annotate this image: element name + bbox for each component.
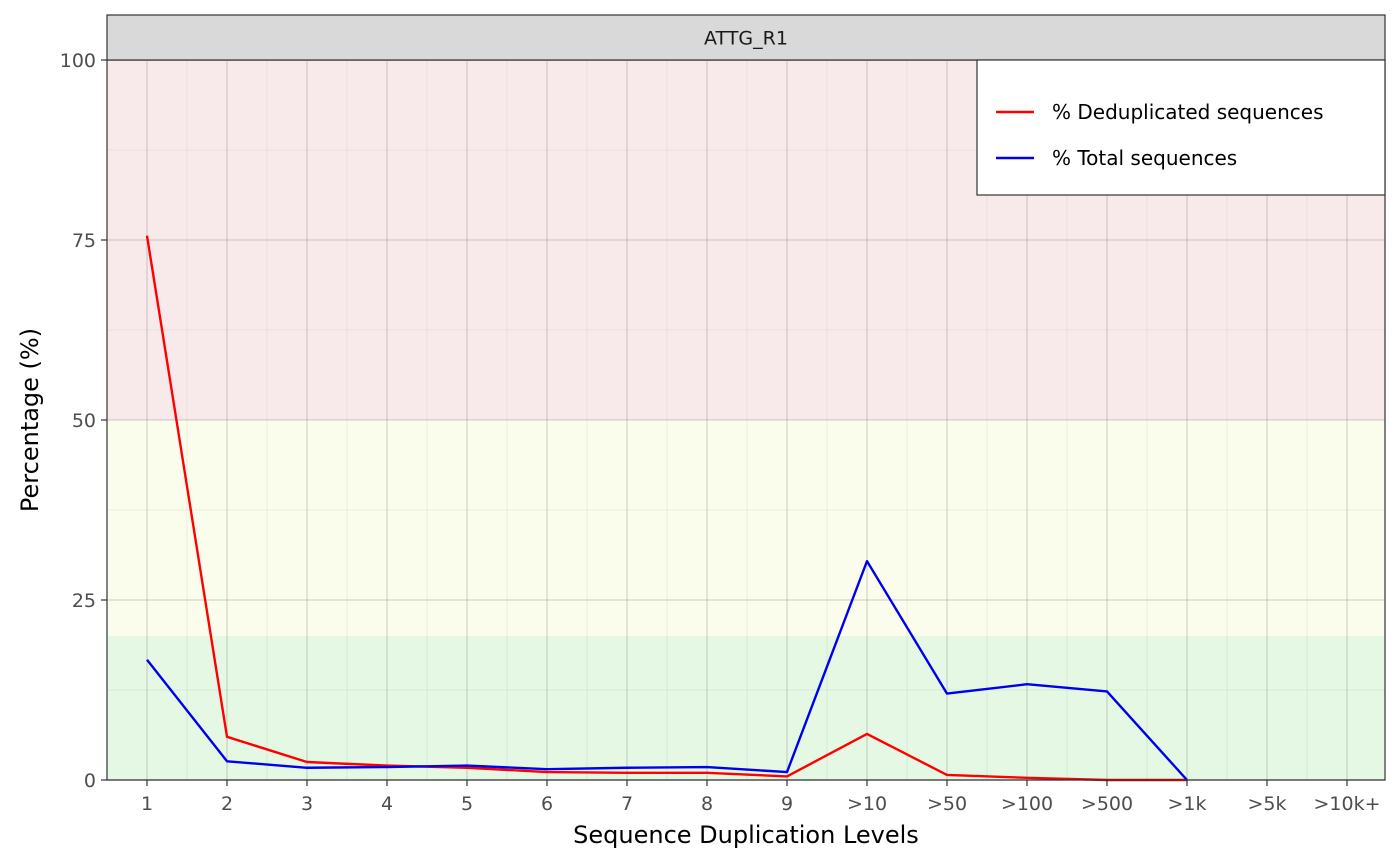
x-axis-title: Sequence Duplication Levels <box>573 821 919 849</box>
x-tick-label: 3 <box>301 793 313 815</box>
x-tick-label: >10k+ <box>1313 793 1380 815</box>
y-tick-label: 50 <box>72 410 96 432</box>
y-tick-label: 100 <box>60 50 96 72</box>
x-tick-label: >10 <box>847 793 887 815</box>
x-tick-label: 8 <box>701 793 713 815</box>
x-tick-label: >1k <box>1167 793 1206 815</box>
x-tick-label: 7 <box>621 793 633 815</box>
x-tick-label: 2 <box>221 793 233 815</box>
series-line-deduplicated <box>145 235 1187 782</box>
legend: % Deduplicated sequences % Total sequence… <box>976 59 1386 196</box>
legend-label: % Total sequences <box>1052 146 1237 170</box>
x-axis: 1 2 3 4 5 6 7 8 9 >10 >50 >100 >500 >1k >5k >10k+ <box>141 780 1381 815</box>
x-tick-label: >5k <box>1247 793 1286 815</box>
legend-box <box>976 59 1386 196</box>
x-tick-label: 1 <box>141 793 153 815</box>
x-tick-label: >500 <box>1081 793 1133 815</box>
background-band-0 <box>107 636 1385 780</box>
y-axis-title: Percentage (%) <box>16 328 44 512</box>
facet-strip-background <box>106 14 1386 61</box>
y-tick-label: 75 <box>72 230 96 252</box>
legend-label: % Deduplicated sequences <box>1052 100 1324 124</box>
series-line-total <box>146 559 1188 781</box>
y-tick-label: 0 <box>84 770 96 792</box>
y-axis: 0 25 50 75 100 <box>60 50 107 792</box>
x-tick-label: >50 <box>927 793 967 815</box>
series-lines <box>145 235 1188 782</box>
facet-title: ATTG_R1 <box>704 28 788 50</box>
x-tick-label: 5 <box>461 793 473 815</box>
x-tick-label: 9 <box>781 793 793 815</box>
x-tick-label: 4 <box>381 793 393 815</box>
facet-strip: ATTG_R1 <box>106 14 1386 61</box>
y-tick-label: 25 <box>72 590 96 612</box>
background-band-1 <box>107 420 1385 636</box>
background-bands <box>107 60 1385 780</box>
x-tick-label: 6 <box>541 793 553 815</box>
x-tick-label: >100 <box>1001 793 1053 815</box>
